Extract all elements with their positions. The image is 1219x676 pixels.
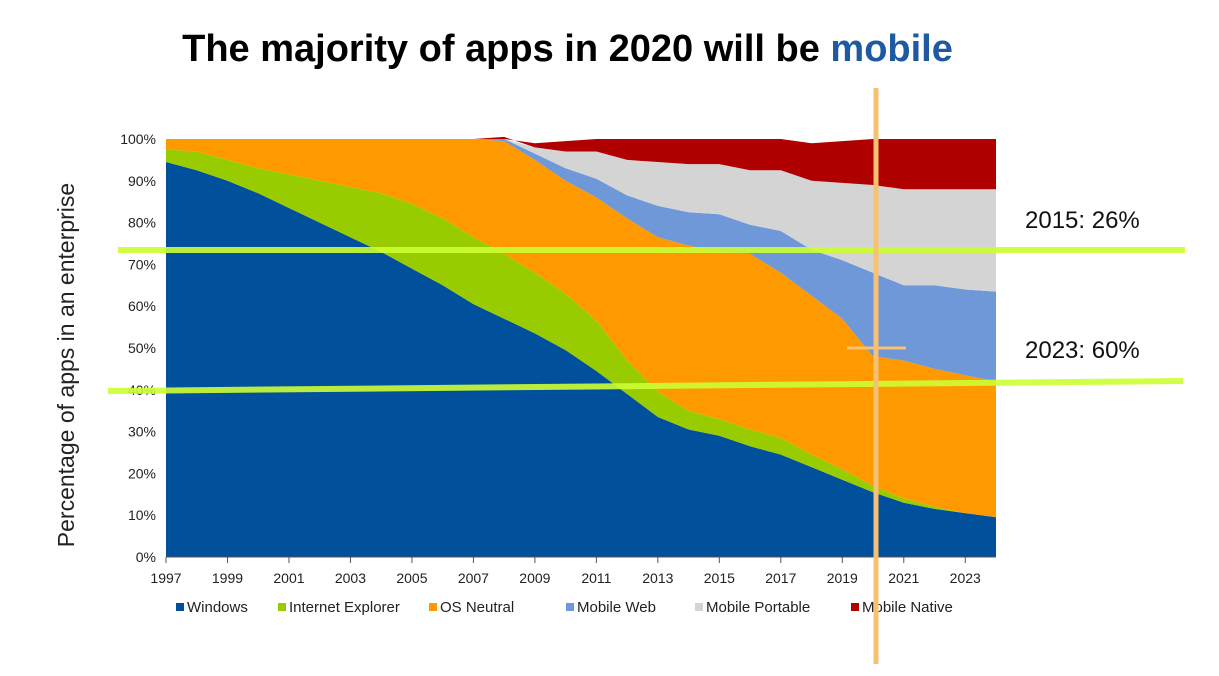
- annotation-2015: 2015: 26%: [1025, 207, 1140, 234]
- y-tick-label: 100%: [120, 131, 156, 147]
- legend-label-os-neutral: OS Neutral: [440, 599, 514, 616]
- page-title: The majority of apps in 2020 will be mob…: [0, 28, 1135, 71]
- legend-label-mobile-portable: Mobile Portable: [706, 599, 810, 616]
- area-mobile-web: [166, 139, 996, 382]
- y-tick-label: 10%: [128, 507, 156, 523]
- x-tick-label: 2017: [765, 570, 796, 586]
- y-axis-ticks: 0%10%20%30%40%50%60%70%80%90%100%: [120, 131, 156, 565]
- legend-swatch-mobile-native: [851, 603, 859, 611]
- y-tick-label: 30%: [128, 424, 156, 440]
- legend-label-mobile-web: Mobile Web: [577, 599, 656, 616]
- y-tick-label: 0%: [136, 549, 156, 565]
- legend-swatch-os-neutral: [429, 603, 437, 611]
- y-tick-label: 70%: [128, 256, 156, 272]
- area-os-neutral: [166, 139, 996, 518]
- legend-swatch-windows: [176, 603, 184, 611]
- legend-label-internet-explorer: Internet Explorer: [289, 599, 400, 616]
- x-tick-label: 1997: [150, 570, 181, 586]
- y-tick-label: 90%: [128, 173, 156, 189]
- y-tick-label: 80%: [128, 215, 156, 231]
- area-mobile-native: [166, 136, 996, 190]
- legend-label-mobile-native: Mobile Native: [862, 599, 953, 616]
- legend-swatch-mobile-web: [566, 603, 574, 611]
- x-axis-ticks: 1997 1999 2001 2003 2005 2007 2009 2011 2013 2015…: [150, 557, 981, 586]
- legend-swatch-mobile-portable: [695, 603, 703, 611]
- title-highlight: mobile: [830, 28, 953, 70]
- x-tick-label: 2009: [519, 570, 550, 586]
- title-prefix: The majority of apps in 2020 will be: [182, 28, 831, 70]
- x-tick-label: 1999: [212, 570, 243, 586]
- y-axis-label: Percentage of apps in an enterprise: [53, 183, 79, 547]
- y-tick-label: 50%: [128, 340, 156, 356]
- area-mobile-portable: [166, 139, 996, 292]
- annotation-2023: 2023: 60%: [1025, 337, 1140, 364]
- x-tick-label: 2023: [950, 570, 981, 586]
- x-tick-label: 2005: [396, 570, 427, 586]
- x-tick-label: 2001: [273, 570, 304, 586]
- legend-label-windows: Windows: [187, 599, 248, 616]
- legend: Windows Internet Explorer OS Neutral Mobile…: [176, 599, 953, 616]
- y-tick-label: 60%: [128, 298, 156, 314]
- x-tick-label: 2019: [827, 570, 858, 586]
- legend-swatch-internet-explorer: [278, 603, 286, 611]
- x-tick-label: 2007: [458, 570, 489, 586]
- area-windows: [166, 162, 996, 557]
- highlight-line-lower: [107, 378, 1184, 394]
- x-tick-label: 2003: [335, 570, 366, 586]
- area-internet-explorer: [166, 149, 996, 518]
- area-layers: [166, 136, 996, 557]
- x-tick-label: 2015: [704, 570, 735, 586]
- y-tick-label: 20%: [128, 465, 156, 481]
- x-tick-label: 2013: [642, 570, 673, 586]
- x-tick-label: 2021: [888, 570, 919, 586]
- x-tick-label: 2011: [581, 570, 611, 586]
